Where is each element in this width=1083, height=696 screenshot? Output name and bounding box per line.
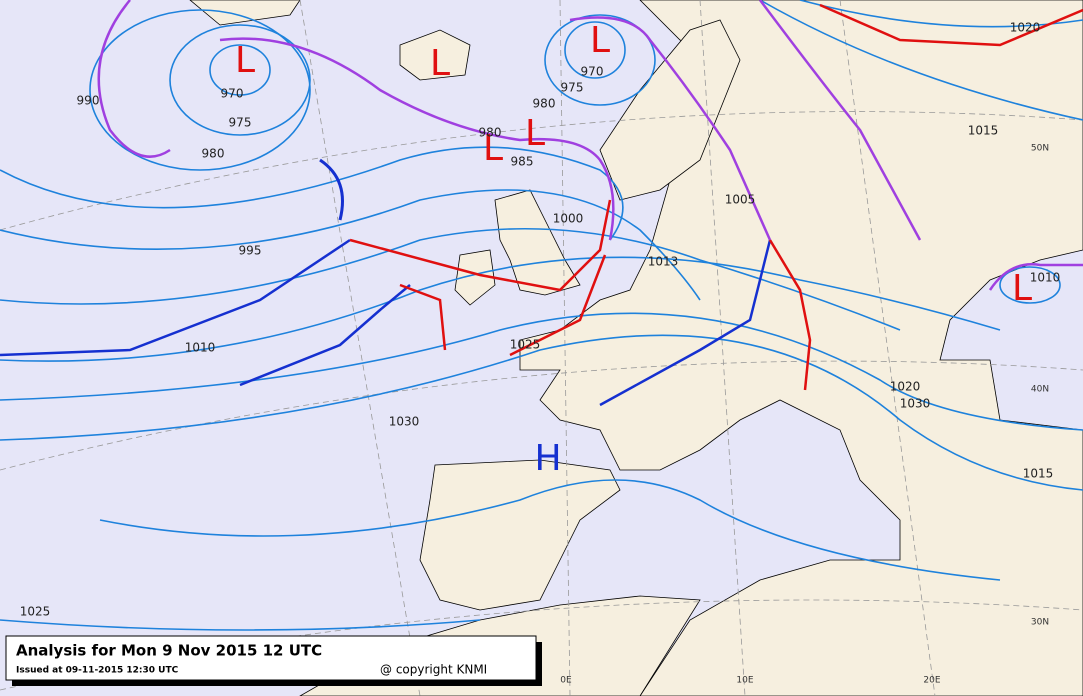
isobar-label: 1025	[20, 605, 51, 619]
isobars	[0, 0, 1083, 631]
isobar-label: 970	[581, 65, 604, 79]
isobar-label: 995	[239, 244, 262, 258]
grid-label: 30N	[1031, 618, 1049, 628]
footer-title: Analysis for Mon 9 Nov 2015 12 UTC	[16, 642, 322, 660]
pressure-center: L	[590, 20, 610, 61]
isobar-label: 985	[511, 155, 534, 169]
isobar-label: 1020	[1010, 21, 1041, 35]
fronts	[0, 0, 1083, 407]
isobar-label: 1030	[389, 415, 420, 429]
isobar-label: 1010	[1030, 271, 1061, 285]
footer-box: Analysis for Mon 9 Nov 2015 12 UTC Issue…	[5, 635, 542, 686]
pressure-center: L	[1012, 268, 1032, 309]
grid-label: 50N	[1031, 144, 1049, 154]
isobar-label: 980	[202, 147, 225, 161]
grid-label: 0E	[560, 676, 572, 686]
grid-label: 20E	[923, 676, 940, 686]
grid-label: 10E	[736, 676, 753, 686]
isobar-label: 1025	[510, 338, 541, 352]
pressure-center: L	[525, 113, 545, 154]
pressure-center: L	[483, 128, 503, 169]
isobar-label: 1000	[553, 212, 584, 226]
isobar-label: 980	[533, 97, 556, 111]
isobar-label: 975	[229, 116, 252, 130]
isobar-label: 970	[221, 87, 244, 101]
isobar-label: 1020	[890, 380, 921, 394]
isobar-label: 1005	[725, 193, 756, 207]
pressure-center: L	[430, 43, 450, 84]
isobar-label: 1015	[968, 124, 999, 138]
isobar-label: 1015	[1023, 467, 1054, 481]
pressure-center: L	[235, 40, 255, 81]
isobar-label: 975	[561, 81, 584, 95]
isobar-label: 980	[479, 126, 502, 140]
isobar-label: 1013	[648, 255, 679, 269]
land	[189, 0, 1083, 696]
grid-label: 40N	[1031, 385, 1049, 395]
footer-issued: Issued at 09-11-2015 12:30 UTC	[16, 666, 179, 676]
isobar-label: 1030	[900, 397, 931, 411]
pressure-center: H	[534, 438, 561, 479]
isobar-label: 990	[77, 94, 100, 108]
footer-copyright: @ copyright KNMI	[380, 663, 487, 677]
isobar-label: 1010	[185, 341, 216, 355]
